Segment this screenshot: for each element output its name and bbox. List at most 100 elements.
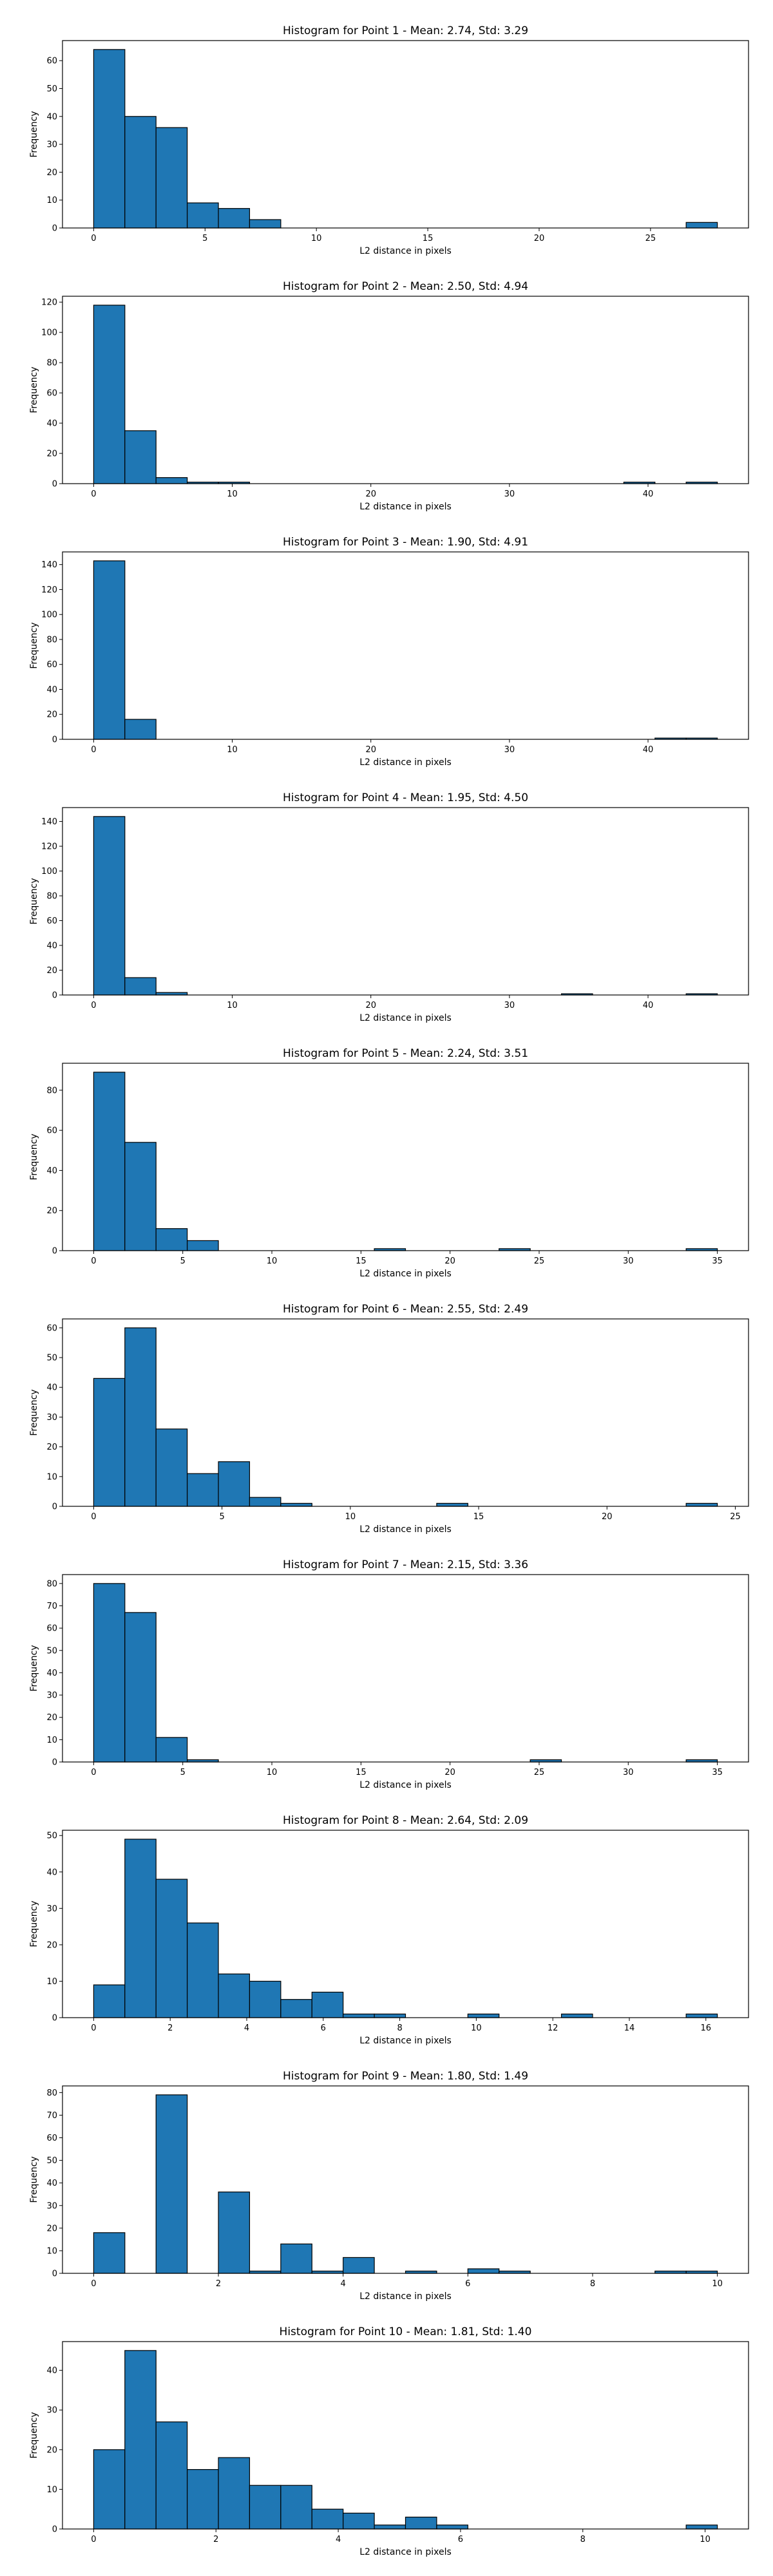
chart-3-bar-2 — [124, 719, 157, 740]
chart-7-xtick-label-2: 5 — [180, 1768, 186, 1777]
chart-6-xtick-label-5: 20 — [602, 1512, 613, 1522]
chart-9-xtick-label-3: 4 — [341, 2279, 346, 2289]
chart-8-title: Histogram for Point 8 - Mean: 2.64, Std:… — [283, 1814, 528, 1827]
chart-8-xtick-label-6: 10 — [471, 2023, 482, 2033]
chart-6-bar-6 — [249, 1497, 282, 1507]
chart-3-ytick-label-6: 100 — [41, 611, 57, 620]
chart-8-xtick-label-5: 8 — [397, 2023, 402, 2033]
chart-8-bar-4 — [187, 1922, 219, 2018]
chart-3-axes-frame — [62, 551, 749, 740]
chart-10-bar-12 — [436, 2524, 468, 2530]
chart-6-ytick-label-2: 10 — [46, 1472, 57, 1482]
chart-3-xtick-label-5: 40 — [643, 745, 654, 755]
chart-10: Histogram for Point 10 - Mean: 1.81, Std… — [29, 2325, 749, 2557]
chart-1-ytick-label-6: 50 — [46, 84, 57, 94]
chart-4-xtick-label-1: 0 — [91, 1001, 96, 1010]
chart-6-xtick-label-1: 0 — [91, 1512, 96, 1522]
chart-10-xtick-label-6: 10 — [700, 2535, 711, 2544]
chart-3-xtick-label-1: 0 — [91, 745, 96, 755]
chart-9-ytick-label-2: 10 — [46, 2246, 57, 2256]
chart-2-ytick-label-7: 120 — [41, 298, 57, 308]
chart-9-ytick-label-5: 40 — [46, 2179, 57, 2188]
chart-8-axes-frame — [62, 1830, 749, 2018]
chart-6-xtick-label-3: 10 — [345, 1512, 356, 1522]
chart-5-ylabel: Frequency — [29, 1133, 39, 1180]
chart-7-xtick-label-8: 35 — [712, 1768, 723, 1777]
chart-1-xtick-label-4: 15 — [423, 234, 434, 243]
chart-5-xtick-label-6: 25 — [534, 1256, 545, 1266]
chart-3-ytick-label-8: 140 — [41, 560, 57, 570]
chart-1-bar-1 — [93, 49, 126, 229]
chart-5-bar-2 — [124, 1142, 157, 1251]
chart-2-ytick-label-1: 0 — [52, 480, 57, 489]
chart-6-ytick-label-4: 30 — [46, 1413, 57, 1423]
chart-6-ytick-label-5: 40 — [46, 1383, 57, 1393]
chart-1-ytick-label-1: 0 — [52, 224, 57, 234]
chart-2-xtick-label-4: 30 — [504, 489, 515, 499]
chart-6: Histogram for Point 6 - Mean: 2.55, Std:… — [29, 1303, 749, 1535]
chart-4-ytick-label-8: 140 — [41, 817, 57, 827]
chart-8-xtick-label-8: 14 — [624, 2023, 635, 2033]
chart-3-ytick-label-3: 40 — [46, 685, 57, 695]
chart-6-xlabel: L2 distance in pixels — [359, 1524, 452, 1535]
chart-6-xtick-label-4: 15 — [473, 1512, 484, 1522]
chart-4-ytick-label-7: 120 — [41, 842, 57, 852]
chart-2-ytick-label-4: 60 — [46, 389, 57, 399]
chart-6-ytick-label-7: 60 — [46, 1323, 57, 1333]
chart-2-xtick-label-2: 10 — [227, 489, 238, 499]
chart-10-bar-3 — [155, 2421, 188, 2530]
chart-6-bar-2 — [124, 1327, 157, 1507]
chart-5-title: Histogram for Point 5 - Mean: 2.24, Std:… — [283, 1047, 528, 1060]
chart-1-bar-3 — [155, 127, 188, 229]
chart-8-bar-1 — [93, 1984, 126, 2018]
chart-10-bar-2 — [124, 2350, 157, 2530]
chart-7-title: Histogram for Point 7 - Mean: 2.15, Std:… — [283, 1558, 528, 1571]
chart-7-xtick-label-7: 30 — [623, 1768, 634, 1777]
chart-8-bar-2 — [124, 1839, 157, 2018]
chart-5-xtick-label-1: 0 — [91, 1256, 96, 1266]
chart-7-ytick-label-4: 30 — [46, 1691, 57, 1701]
chart-9-bar-5 — [218, 2192, 251, 2274]
chart-10-ylabel: Frequency — [29, 2412, 39, 2458]
chart-3-title: Histogram for Point 3 - Mean: 1.90, Std:… — [283, 536, 528, 549]
chart-7-bar-2 — [124, 1612, 157, 1763]
chart-4-ylabel: Frequency — [29, 878, 39, 924]
chart-8: Histogram for Point 8 - Mean: 2.64, Std:… — [29, 1814, 749, 2046]
chart-10-ytick-label-4: 30 — [46, 2406, 57, 2416]
chart-1-ytick-label-3: 20 — [46, 168, 57, 178]
chart-9-ytick-label-9: 80 — [46, 2088, 57, 2098]
chart-1-xtick-label-1: 0 — [91, 234, 96, 243]
chart-5-xtick-label-2: 5 — [180, 1256, 186, 1266]
chart-9-ytick-label-8: 70 — [46, 2111, 57, 2121]
chart-3-ytick-label-4: 60 — [46, 660, 57, 670]
chart-1-ytick-label-2: 10 — [46, 196, 57, 205]
chart-8-bar-16 — [560, 2013, 593, 2018]
chart-4-ytick-label-1: 0 — [52, 991, 57, 1001]
chart-6-ytick-label-6: 50 — [46, 1354, 57, 1363]
chart-6-axes-frame — [62, 1318, 749, 1507]
chart-1-xtick-label-2: 5 — [202, 234, 207, 243]
chart-3-xtick-label-4: 30 — [504, 745, 515, 755]
chart-7-xtick-label-3: 10 — [267, 1768, 278, 1777]
chart-7-axes-frame — [62, 1574, 749, 1763]
chart-9-ytick-label-4: 30 — [46, 2201, 57, 2211]
chart-6-bar-4 — [187, 1473, 219, 1507]
chart-1-ylabel: Frequency — [29, 111, 39, 157]
chart-10-xtick-label-1: 0 — [91, 2535, 96, 2544]
chart-6-bar-5 — [218, 1461, 251, 1507]
chart-3-xlabel: L2 distance in pixels — [359, 757, 452, 768]
chart-2: Histogram for Point 2 - Mean: 2.50, Std:… — [29, 280, 749, 512]
chart-2-ytick-label-2: 20 — [46, 450, 57, 459]
chart-1-bar-6 — [249, 219, 282, 229]
chart-7-bar-1 — [93, 1583, 126, 1763]
chart-5-ytick-label-4: 60 — [46, 1126, 57, 1136]
chart-4-ytick-label-4: 60 — [46, 916, 57, 926]
chart-6-bar-3 — [155, 1428, 188, 1507]
chart-8-bar-10 — [374, 2013, 406, 2018]
chart-3-ytick-label-5: 80 — [46, 635, 57, 645]
chart-8-bar-6 — [249, 1980, 282, 2018]
chart-7-ytick-label-7: 60 — [46, 1624, 57, 1634]
chart-5: Histogram for Point 5 - Mean: 2.24, Std:… — [29, 1047, 749, 1279]
chart-5-xlabel: L2 distance in pixels — [359, 1269, 452, 1279]
chart-1-xtick-label-3: 10 — [311, 234, 322, 243]
